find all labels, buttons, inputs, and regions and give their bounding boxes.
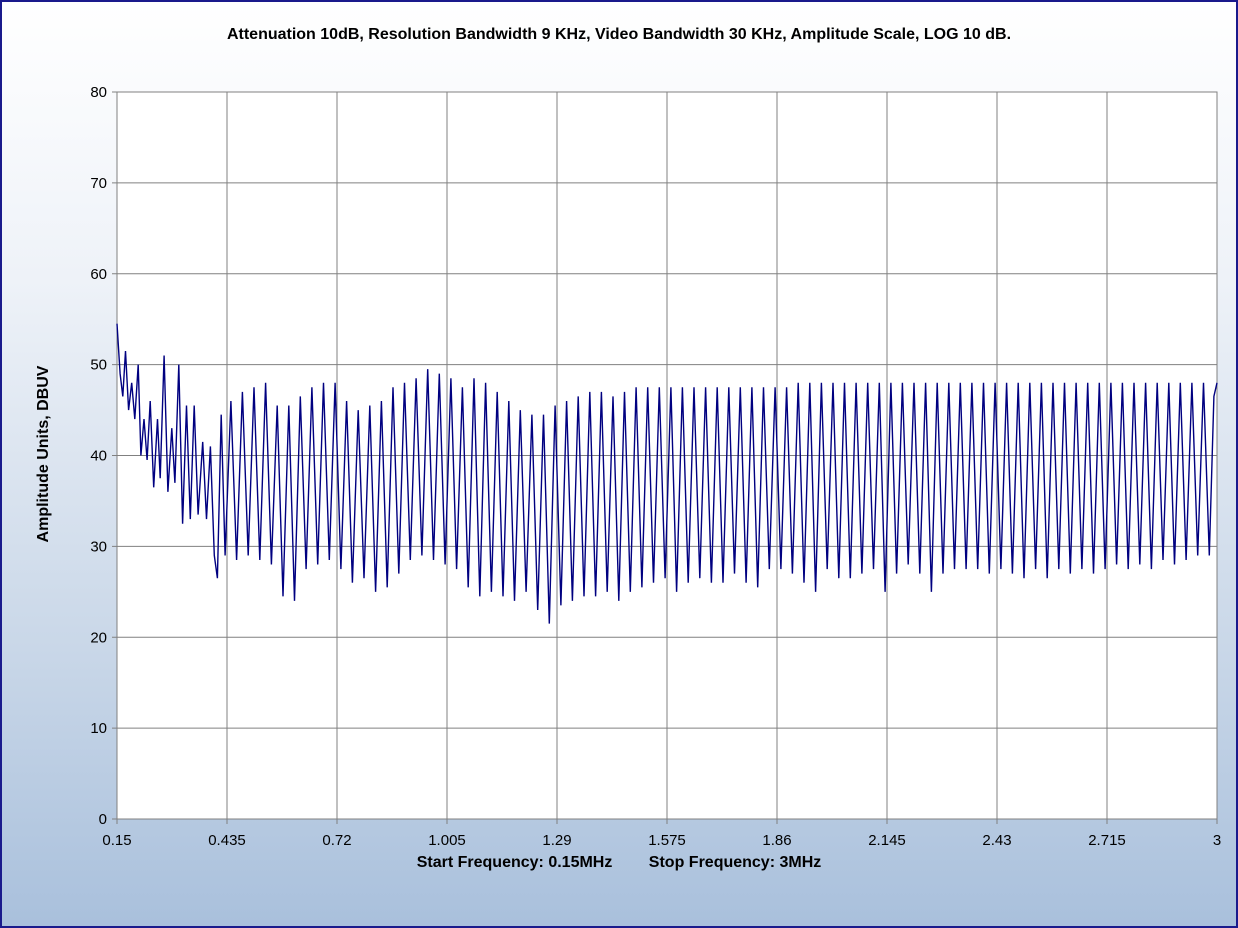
x-tick-label: 1.575 (648, 832, 686, 849)
y-tick-label: 20 (90, 629, 107, 646)
x-tick-label: 2.43 (982, 832, 1011, 849)
y-tick-label: 60 (90, 266, 107, 283)
x-tick-label: 0.435 (208, 832, 246, 849)
chart-title: Attenuation 10dB, Resolution Bandwidth 9… (226, 26, 1012, 43)
x-tick-label: 2.145 (868, 832, 906, 849)
y-tick-label: 0 (99, 811, 107, 828)
x-tick-label: 0.15 (102, 832, 131, 849)
frequency-footer: Start Frequency: 0.15MHz Stop Frequency:… (2, 854, 1236, 872)
y-tick-label: 50 (90, 357, 107, 374)
x-tick-label: 3 (1213, 832, 1221, 849)
series-group (116, 323, 1218, 624)
y-tick-label: 30 (90, 538, 107, 555)
stop-frequency-label: Stop Frequency: 3MHz (648, 854, 822, 871)
tick-labels: 0.15 0.435 0.72 1.005 1.29 1.575 1.86 2.145 2.43… (90, 84, 1221, 849)
x-tick-label: 1.86 (762, 832, 791, 849)
x-tick-label: 2.715 (1088, 832, 1126, 849)
y-tick-label: 70 (90, 175, 107, 192)
x-tick-label: 0.72 (322, 832, 351, 849)
y-tick-label: 40 (90, 448, 107, 465)
y-tick-label: 10 (90, 720, 107, 737)
series-line (116, 323, 1218, 624)
x-tick-label: 1.005 (428, 832, 466, 849)
x-tick-label: 1.29 (542, 832, 571, 849)
grid-lines (112, 91, 1218, 824)
start-frequency-label: Start Frequency: 0.15MHz (416, 854, 613, 871)
y-tick-label: 80 (90, 84, 107, 101)
